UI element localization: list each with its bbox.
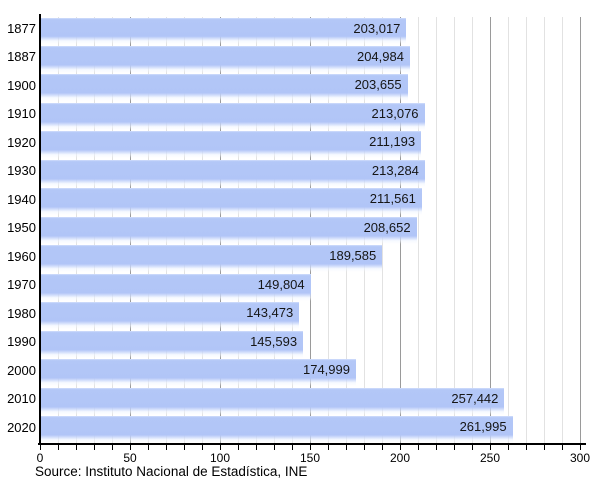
x-axis-tick <box>381 445 383 450</box>
bar-value-label: 143,473 <box>246 305 294 321</box>
bar: 203,017 <box>41 17 407 45</box>
grid-line-minor <box>561 17 563 444</box>
grid-line-minor <box>525 17 527 444</box>
bar-value-label: 211,561 <box>369 191 416 207</box>
x-axis-tick <box>399 445 401 450</box>
year-axis-label: 2000 <box>7 362 36 378</box>
x-axis-tick <box>129 445 131 450</box>
bar: 203,655 <box>41 74 408 102</box>
x-axis-tick <box>75 445 77 450</box>
bar: 208,652 <box>41 216 417 244</box>
source-text: Source: Instituto Nacional de Estadístic… <box>35 464 308 479</box>
year-axis-label: 1990 <box>7 334 36 350</box>
bar-value-label: 261,995 <box>459 419 507 435</box>
bar: 149,804 <box>41 273 311 301</box>
bar: 261,995 <box>41 416 513 443</box>
x-axis-tick-label: 50 <box>123 451 137 465</box>
bar-value-label: 203,655 <box>354 77 402 93</box>
bar-value-label: 211,193 <box>369 134 416 150</box>
bar-value-label: 213,076 <box>371 105 419 121</box>
year-axis-label: 2010 <box>7 391 36 407</box>
x-axis-tick <box>201 445 203 450</box>
bar-value-label: 145,593 <box>250 333 298 349</box>
x-axis-tick-label: 150 <box>299 451 321 465</box>
grid-line-minor <box>453 17 455 444</box>
plot-area: 203,017 204,984 203,655 213,076 211,193 213,2… <box>40 17 583 444</box>
x-axis-tick <box>237 445 239 450</box>
x-axis-tick <box>255 445 257 450</box>
year-axis-label: 1920 <box>7 134 36 150</box>
year-axis-label: 1910 <box>7 106 36 122</box>
bar: 145,593 <box>41 330 304 358</box>
year-axis-label: 1900 <box>7 77 36 93</box>
bar: 213,284 <box>41 159 425 187</box>
x-axis-tick <box>579 445 581 450</box>
x-axis-tick <box>489 445 491 450</box>
x-axis-tick <box>417 445 419 450</box>
x-axis-tick <box>183 445 185 450</box>
bar-value-label: 257,442 <box>451 390 499 406</box>
x-axis-tick <box>363 445 365 450</box>
x-axis-tick <box>453 445 455 450</box>
bar-value-label: 149,804 <box>257 276 305 292</box>
x-axis-tick <box>345 445 347 450</box>
x-axis-tick <box>327 445 329 450</box>
bar: 189,585 <box>41 245 383 273</box>
x-axis-tick <box>507 445 509 450</box>
x-axis-tick <box>435 445 437 450</box>
bar-value-label: 204,984 <box>356 48 404 64</box>
grid-line-minor <box>435 17 437 444</box>
x-axis-tick-label: 100 <box>209 451 231 465</box>
bar: 257,442 <box>41 387 505 415</box>
x-axis-tick <box>471 445 473 450</box>
x-axis-tick <box>111 445 113 450</box>
x-axis-tick <box>543 445 545 450</box>
grid-line-minor <box>471 17 473 444</box>
bar: 174,999 <box>41 359 356 387</box>
x-axis-tick-label: 250 <box>479 451 501 465</box>
x-axis-tick <box>525 445 527 450</box>
bar-value-label: 189,585 <box>329 248 377 264</box>
x-axis-tick <box>291 445 293 450</box>
year-axis-label: 1980 <box>7 305 36 321</box>
year-axis-label: 1930 <box>7 163 36 179</box>
year-axis-label: 1877 <box>7 21 36 36</box>
bar-value-label: 203,017 <box>353 20 401 36</box>
x-axis-line <box>38 443 586 445</box>
bar: 143,473 <box>41 302 300 330</box>
y-axis-line <box>39 14 41 444</box>
bar-value-label: 213,284 <box>371 162 419 178</box>
grid-line-minor <box>507 17 509 444</box>
bar-value-label: 208,652 <box>363 219 411 235</box>
x-axis-tick-label: 200 <box>389 451 411 465</box>
year-axis-label: 1887 <box>7 49 36 65</box>
year-axis-label: 1970 <box>7 277 36 293</box>
bar: 204,984 <box>41 45 410 73</box>
x-axis-tick <box>147 445 149 450</box>
x-axis-tick <box>57 445 59 450</box>
bar: 211,561 <box>41 188 422 216</box>
year-axis-label: 1960 <box>7 248 36 264</box>
x-axis-tick-label: 300 <box>569 451 591 465</box>
x-axis-tick <box>561 445 563 450</box>
year-axis-label: 2020 <box>7 419 36 435</box>
year-axis-label: 1950 <box>7 220 36 236</box>
grid-line-minor <box>417 17 419 444</box>
x-axis-tick <box>93 445 95 450</box>
grid-line-major <box>489 17 491 444</box>
x-axis-tick <box>309 445 311 450</box>
x-axis-tick <box>273 445 275 450</box>
year-axis-label: 1940 <box>7 191 36 207</box>
x-axis-tick-label: 0 <box>36 451 44 465</box>
bar-value-label: 174,999 <box>302 362 350 378</box>
x-axis-tick <box>39 445 41 450</box>
bar: 211,193 <box>41 131 422 159</box>
grid-line-minor <box>543 17 545 444</box>
grid-line-major <box>579 17 581 444</box>
x-axis-tick <box>165 445 167 450</box>
bar: 213,076 <box>41 102 425 130</box>
x-axis-tick <box>219 445 221 450</box>
